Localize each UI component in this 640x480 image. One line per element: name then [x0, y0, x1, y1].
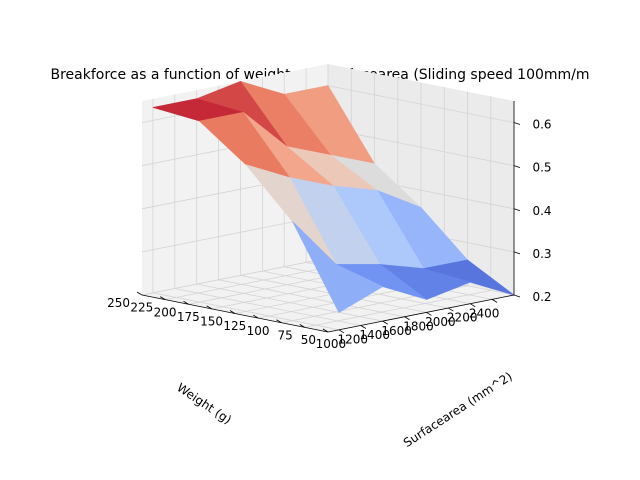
x-tick-label: 175: [177, 310, 200, 324]
z-tick-label: 0.6: [532, 118, 551, 132]
x-tick-mark: [322, 328, 329, 333]
y-tick-label: 2400: [469, 306, 500, 320]
x-tick-mark: [183, 300, 189, 305]
y-tick-mark: [382, 320, 388, 325]
y-axis-label: Surfacearea (mm^2): [401, 369, 515, 450]
y-tick-mark: [426, 312, 432, 316]
surface-patch: [292, 221, 384, 314]
z-tick-label: 0.4: [532, 204, 551, 218]
z-tick-label: 0.5: [532, 161, 551, 175]
x-tick-mark: [160, 296, 166, 300]
x-tick-label: 50: [301, 333, 316, 347]
y-tick-mark: [448, 307, 454, 312]
z-tick-mark: [513, 208, 521, 212]
y-tick-label: 1000: [316, 337, 347, 351]
x-tick-label: 225: [130, 301, 153, 315]
x-tick-mark: [206, 305, 212, 310]
x-tick-mark: [276, 319, 282, 324]
z-tick-mark: [513, 251, 521, 255]
z-tick-mark: [513, 122, 521, 125]
y-tick-mark: [404, 316, 410, 321]
x-tick-mark: [299, 324, 305, 328]
x-tick-label: 150: [200, 315, 223, 329]
z-tick-mark: [513, 165, 521, 169]
x-tick-label: 125: [223, 319, 246, 333]
y-tick-mark: [338, 329, 345, 334]
z-tick-mark: [513, 294, 521, 298]
surface-plot: [152, 80, 515, 314]
axes-decorations: 250 225 200 175 150 125 100 75 50 100012001400160…: [107, 101, 552, 351]
y-axis-line: [327, 294, 515, 333]
y-tick-label: 2000: [425, 315, 456, 329]
x-tick-label: 100: [247, 324, 270, 338]
y-tick-label: 1600: [381, 324, 412, 338]
x-tick-label: 75: [278, 328, 293, 342]
x-tick-label: 200: [154, 305, 177, 319]
x-axis-label: Weight (g): [174, 380, 234, 427]
y-tick-mark: [360, 325, 367, 329]
y-tick-label: 2200: [447, 311, 478, 325]
x-tick-label: 250: [107, 296, 130, 310]
x-tick-mark: [253, 314, 259, 319]
x-tick-mark: [136, 291, 143, 296]
z-tick-label: 0.3: [532, 247, 551, 261]
x-tick-mark: [229, 310, 236, 314]
y-tick-label: 1400: [359, 328, 390, 342]
y-tick-mark: [491, 299, 498, 303]
y-tick-label: 1800: [403, 319, 434, 333]
y-tick-mark: [470, 303, 476, 308]
z-tick-label: 0.2: [532, 290, 551, 304]
y-tick-label: 1200: [338, 333, 369, 347]
